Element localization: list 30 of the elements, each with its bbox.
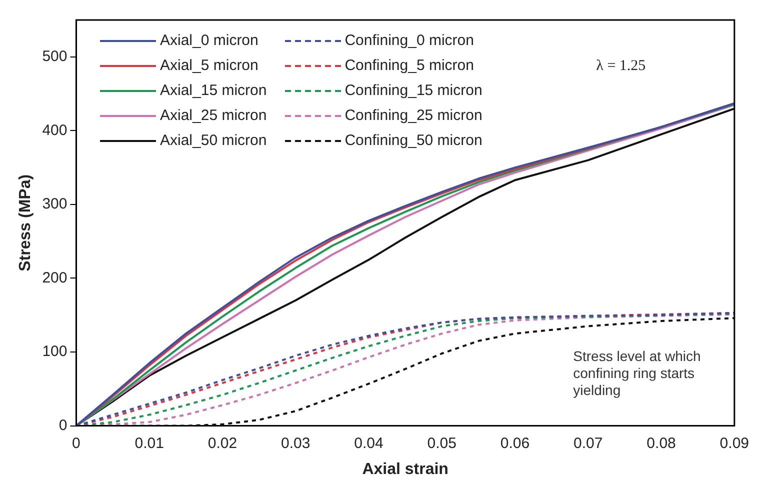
y-tick-label: 300 [42,196,68,213]
x-tick-label: 0.03 [281,434,310,452]
legend-label: Axial_5 micron [160,57,258,74]
x-tick-label: 0.04 [354,434,384,452]
legend-label: Axial_15 micron [160,82,267,99]
x-tick-label: 0.06 [500,434,530,452]
y-tick-label: 400 [42,122,68,139]
y-tick-label: 100 [42,343,68,360]
x-tick-label: 0.01 [134,434,164,452]
y-axis-title: Stress (MPa) [17,174,34,272]
legend-label: Axial_50 micron [160,132,267,149]
x-tick-label: 0.05 [427,434,456,452]
x-tick-label: 0 [72,434,80,452]
legend-label: Axial_0 micron [160,32,258,49]
annotation: λ = 1.25 [596,58,646,74]
legend-label: Confining_0 micron [344,32,474,49]
y-tick-label: 500 [42,48,68,66]
x-tick-label: 0.07 [574,434,603,452]
x-tick-label: 0.08 [646,434,676,452]
legend-label: Confining_25 micron [344,107,482,124]
legend-label: Confining_5 micron [344,57,474,74]
legend-label: Confining_50 micron [344,132,482,149]
y-tick-label: 0 [58,416,68,434]
legend-label: Confining_15 micron [344,82,482,99]
x-tick-label: 0.02 [208,434,238,452]
x-tick-label: 0.09 [720,434,750,452]
x-axis-title: Axial strain [362,460,448,478]
y-tick-label: 200 [42,269,68,286]
annotation: Stress level at which confining ring starts yielding [573,348,701,398]
legend-label: Axial_25 micron [160,107,267,124]
